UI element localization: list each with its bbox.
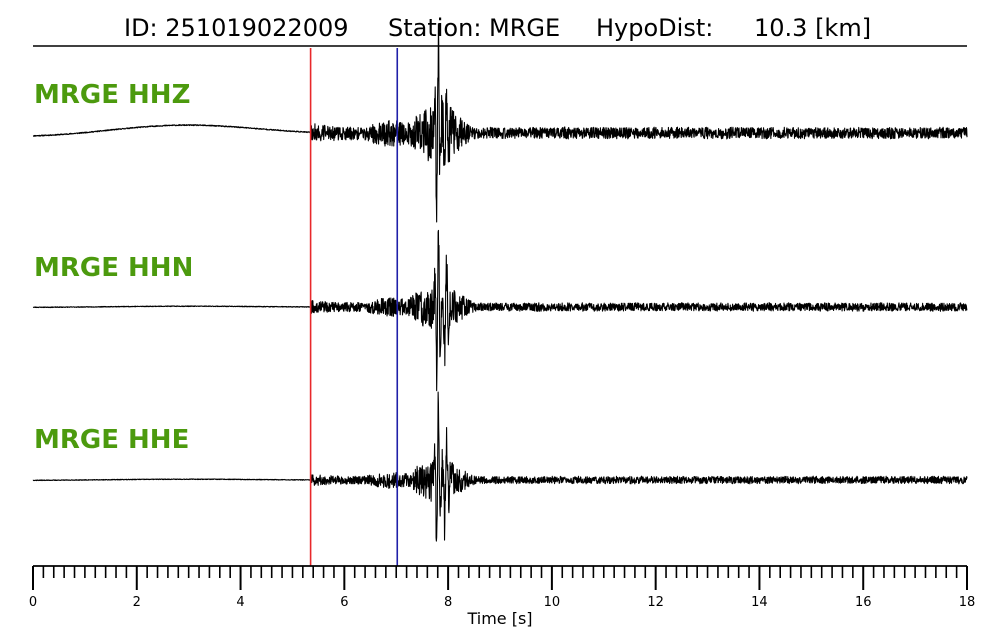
waveform-line [32,229,968,392]
x-axis-label: Time [s] [466,609,532,628]
channel-label: MRGE HHN [34,253,193,283]
tick-label: 12 [647,595,664,610]
tick-label: 14 [751,595,768,610]
tick-label: 0 [29,595,37,610]
waveform-line [32,391,968,542]
waveform-panels: MRGE HHZ MRGE HHN MRGE HHE [32,23,968,542]
waveform-line [32,23,968,223]
title-hypodist-value: 10.3 [km] [754,14,871,42]
trace-panel: MRGE HHE [32,391,968,542]
channel-label: MRGE HHZ [34,80,190,110]
title-hypodist-label: HypoDist: [596,14,713,42]
tick-label: 18 [959,595,976,610]
title-station: Station: MRGE [388,14,560,42]
tick-label: 4 [236,595,244,610]
title-event-id: ID: 251019022009 [124,14,349,42]
tick-label: 6 [340,595,348,610]
time-axis: 0 2 4 6 8 10 12 14 16 18 [29,565,976,610]
tick-label: 8 [444,595,452,610]
trace-panel: MRGE HHZ [32,23,968,223]
figure-title: ID: 251019022009 Station: MRGE HypoDist:… [124,14,871,42]
tick-label: 16 [855,595,872,610]
trace-panel: MRGE HHN [32,229,968,392]
tick-label: 10 [544,595,561,610]
phase-picks [309,48,399,566]
tick-label: 2 [133,595,141,610]
channel-label: MRGE HHE [34,425,189,455]
